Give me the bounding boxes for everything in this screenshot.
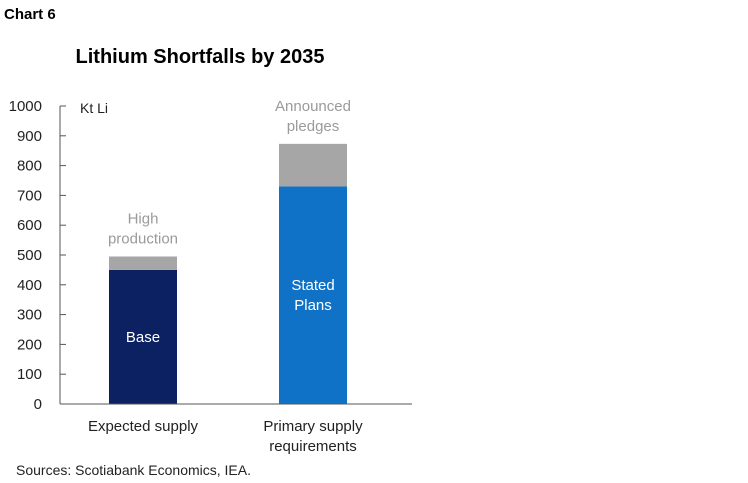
x-category-label: requirements [269,438,357,455]
y-tick-label: 700 [17,187,42,204]
y-tick-label: 300 [17,307,42,324]
unit-label: Kt Li [80,100,108,116]
y-tick-label: 400 [17,277,42,294]
bar-segment-label: Base [126,329,160,346]
y-tick-label: 200 [17,336,42,353]
chart-number-label: Chart 6 [4,6,56,23]
y-tick-label: 800 [17,158,42,175]
bar-segment-label: Announced [275,98,351,115]
bar-segment-label: Plans [294,297,332,314]
bar-segment-label: High [128,210,159,227]
bar-segment-label: Stated [291,277,334,294]
bar-segment [279,186,347,404]
y-tick-label: 100 [17,366,42,383]
x-axis: Expected supply Primary supply requirement… [60,403,412,455]
x-category-label: Expected supply [88,418,199,435]
y-tick-label: 0 [34,396,42,413]
chart-title: Lithium Shortfalls by 2035 [76,46,325,68]
bar-segment [109,256,177,270]
y-axis: 0 100 200 300 400 500 600 700 800 900 1000 [9,98,66,413]
x-category-label: Primary supply [263,418,363,435]
y-tick-label: 500 [17,247,42,264]
bar-segment [279,143,347,187]
bar-segment [109,269,177,404]
bar-segment-label: pledges [287,118,340,135]
y-tick-label: 1000 [9,98,42,115]
bars: Base High production Stated Plans Announced pl… [108,98,351,404]
y-tick-label: 600 [17,217,42,234]
bar-segment-label: production [108,230,178,247]
source-note: Sources: Scotiabank Economics, IEA. [16,462,251,478]
y-tick-label: 900 [17,128,42,145]
